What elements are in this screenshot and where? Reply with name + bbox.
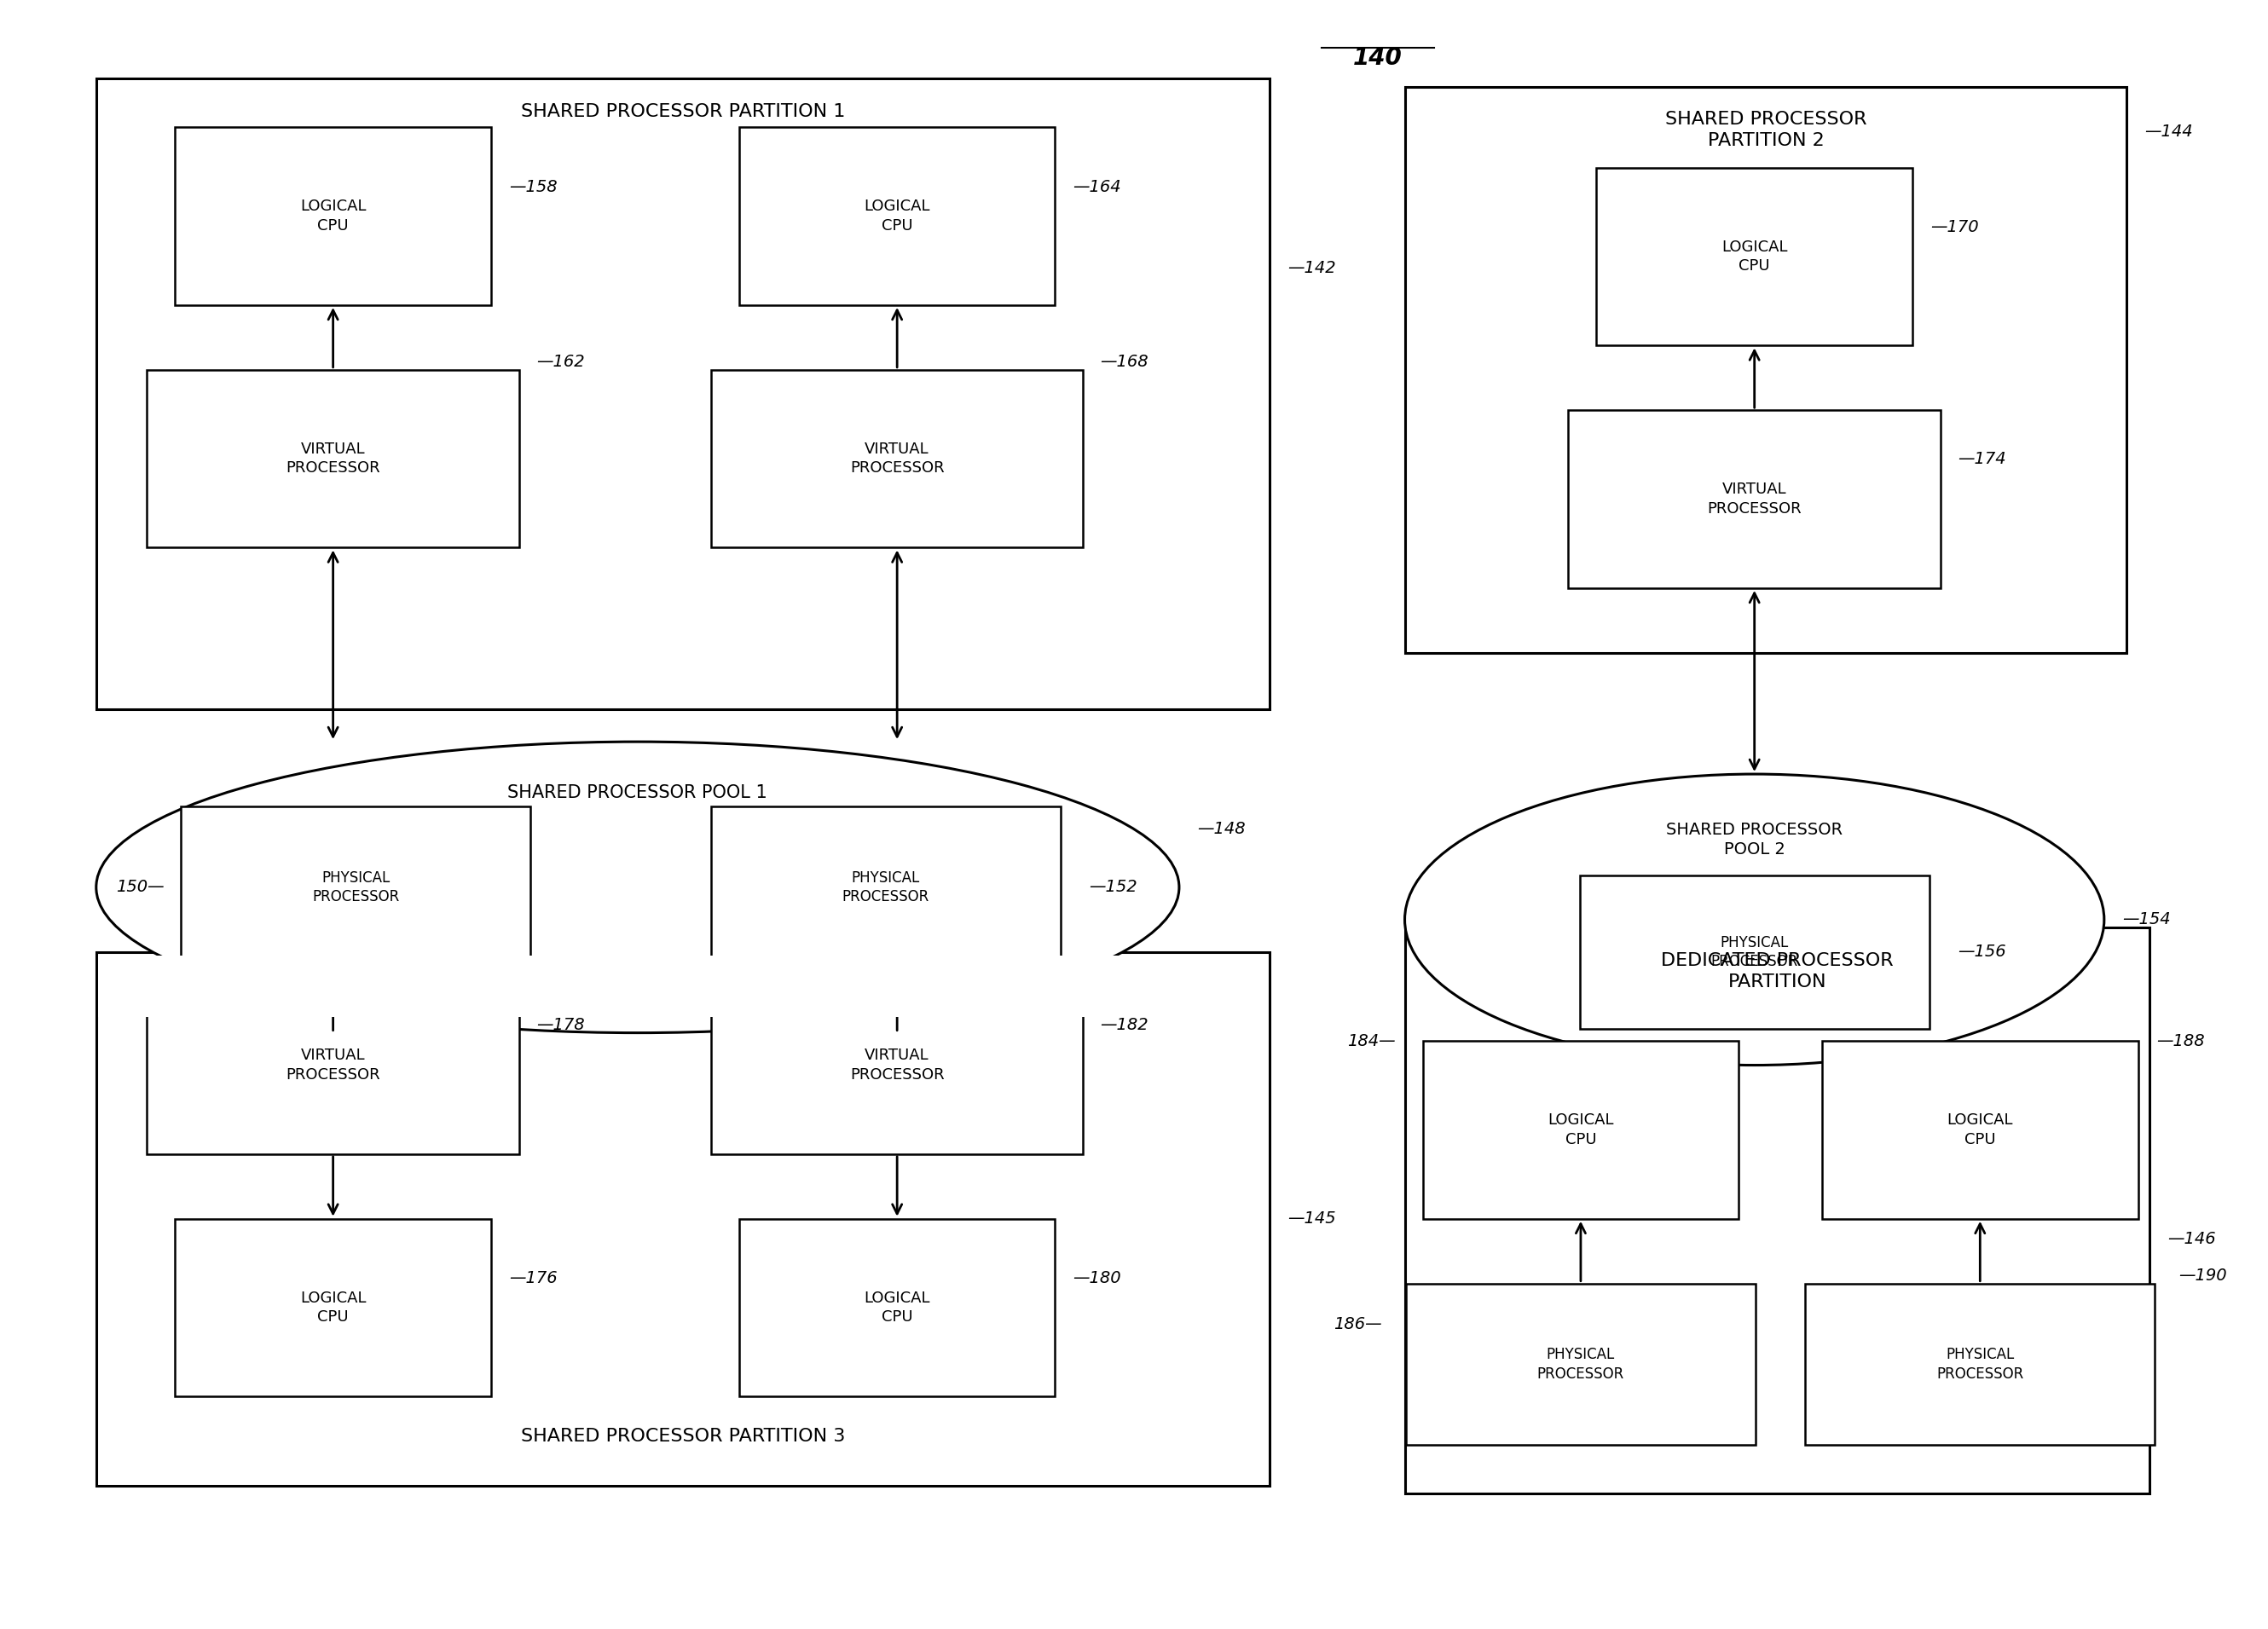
Bar: [147, 370, 519, 547]
Bar: [710, 370, 1084, 547]
Bar: [1597, 168, 1912, 345]
Bar: [1579, 875, 1930, 1030]
Text: PHYSICAL
PROCESSOR: PHYSICAL PROCESSOR: [313, 870, 399, 904]
Text: SHARED PROCESSOR PARTITION 3: SHARED PROCESSOR PARTITION 3: [522, 976, 846, 994]
Text: LOGICAL
CPU: LOGICAL CPU: [299, 199, 365, 233]
Text: 140: 140: [1354, 46, 1402, 70]
Ellipse shape: [1404, 774, 2105, 1065]
Text: —190: —190: [2180, 1267, 2227, 1284]
Text: —188: —188: [2157, 1033, 2204, 1049]
Bar: [1404, 86, 2127, 653]
Text: VIRTUAL
PROCESSOR: VIRTUAL PROCESSOR: [286, 1047, 381, 1082]
Text: SHARED PROCESSOR
POOL 2: SHARED PROCESSOR POOL 2: [1667, 821, 1842, 858]
Text: —164: —164: [1073, 179, 1120, 195]
Text: —162: —162: [535, 353, 585, 370]
Bar: [1821, 1041, 2139, 1218]
Bar: [1567, 411, 1941, 588]
Text: LOGICAL
CPU: LOGICAL CPU: [1946, 1113, 2014, 1147]
Text: LOGICAL
CPU: LOGICAL CPU: [864, 1290, 930, 1324]
Text: —170: —170: [1930, 220, 1978, 236]
Bar: [175, 127, 490, 305]
Bar: [95, 78, 1270, 709]
Text: —142: —142: [1288, 259, 1336, 275]
Bar: [1406, 1284, 1755, 1445]
Bar: [1805, 1284, 2155, 1445]
Text: —180: —180: [1073, 1271, 1120, 1287]
Text: —148: —148: [1198, 821, 1245, 837]
Bar: [181, 806, 531, 968]
Text: 186—: 186—: [1334, 1316, 1381, 1333]
Text: —144: —144: [2146, 124, 2193, 140]
Bar: [710, 976, 1084, 1153]
Text: —146: —146: [2168, 1232, 2216, 1248]
Text: LOGICAL
CPU: LOGICAL CPU: [1721, 239, 1787, 274]
Text: —158: —158: [508, 179, 558, 195]
Text: PHYSICAL
PROCESSOR: PHYSICAL PROCESSOR: [1538, 1347, 1624, 1381]
Text: —182: —182: [1100, 1016, 1148, 1033]
Bar: [98, 955, 1268, 1016]
Bar: [95, 951, 1270, 1486]
Bar: [147, 976, 519, 1153]
Text: 150—: 150—: [116, 880, 163, 896]
Bar: [1422, 1041, 1740, 1218]
Text: —174: —174: [1957, 451, 2005, 468]
Text: VIRTUAL
PROCESSOR: VIRTUAL PROCESSOR: [850, 1047, 943, 1082]
Text: —176: —176: [508, 1271, 558, 1287]
Text: VIRTUAL
PROCESSOR: VIRTUAL PROCESSOR: [286, 441, 381, 476]
Text: VIRTUAL
PROCESSOR: VIRTUAL PROCESSOR: [850, 441, 943, 476]
Bar: [175, 1218, 490, 1396]
Text: LOGICAL
CPU: LOGICAL CPU: [299, 1290, 365, 1324]
Text: DEDICATED PROCESSOR
PARTITION: DEDICATED PROCESSOR PARTITION: [1660, 951, 1894, 990]
Text: —152: —152: [1089, 880, 1136, 896]
Text: —178: —178: [535, 1016, 585, 1033]
Bar: [739, 1218, 1055, 1396]
Ellipse shape: [95, 741, 1179, 1033]
Text: —168: —168: [1100, 353, 1148, 370]
Text: VIRTUAL
PROCESSOR: VIRTUAL PROCESSOR: [1708, 482, 1801, 516]
Text: PHYSICAL
PROCESSOR: PHYSICAL PROCESSOR: [1937, 1347, 2023, 1381]
Text: LOGICAL
CPU: LOGICAL CPU: [864, 199, 930, 233]
Bar: [739, 127, 1055, 305]
Text: PHYSICAL
PROCESSOR: PHYSICAL PROCESSOR: [1710, 935, 1799, 969]
Text: SHARED PROCESSOR PARTITION 1: SHARED PROCESSOR PARTITION 1: [522, 103, 846, 121]
Text: —145: —145: [1288, 1210, 1336, 1227]
Text: LOGICAL
CPU: LOGICAL CPU: [1547, 1113, 1615, 1147]
Bar: [1404, 927, 2150, 1494]
Text: —154: —154: [2123, 912, 2170, 927]
Text: —156: —156: [1957, 943, 2005, 959]
Text: SHARED PROCESSOR PARTITION 3: SHARED PROCESSOR PARTITION 3: [522, 1429, 846, 1445]
Text: 184—: 184—: [1347, 1033, 1395, 1049]
Text: SHARED PROCESSOR
PARTITION 2: SHARED PROCESSOR PARTITION 2: [1665, 111, 1867, 150]
Text: PHYSICAL
PROCESSOR: PHYSICAL PROCESSOR: [841, 870, 930, 904]
Text: SHARED PROCESSOR POOL 1: SHARED PROCESSOR POOL 1: [508, 784, 767, 801]
Bar: [710, 806, 1061, 968]
